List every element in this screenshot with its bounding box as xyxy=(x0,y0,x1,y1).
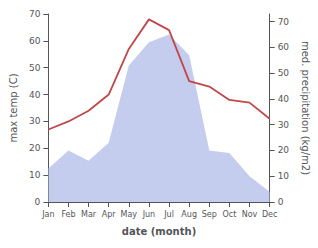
svg-text:20: 20 xyxy=(278,145,290,155)
svg-text:May: May xyxy=(121,210,138,219)
svg-text:40: 40 xyxy=(278,94,290,104)
svg-text:med. precipitation (kg/m2): med. precipitation (kg/m2) xyxy=(300,41,311,175)
svg-text:Jan: Jan xyxy=(41,210,54,219)
svg-text:Dec: Dec xyxy=(262,210,277,219)
svg-text:60: 60 xyxy=(278,42,290,52)
svg-text:Feb: Feb xyxy=(61,210,75,219)
svg-text:max temp (C): max temp (C) xyxy=(8,73,19,142)
svg-text:Apr: Apr xyxy=(102,210,117,219)
svg-text:60: 60 xyxy=(29,36,41,46)
svg-text:Aug: Aug xyxy=(181,210,197,219)
svg-text:Nov: Nov xyxy=(242,210,258,219)
svg-text:40: 40 xyxy=(29,90,41,100)
svg-text:0: 0 xyxy=(278,197,284,207)
svg-text:10: 10 xyxy=(278,171,290,181)
svg-text:70: 70 xyxy=(278,17,290,27)
svg-text:Sep: Sep xyxy=(202,210,217,219)
svg-text:50: 50 xyxy=(29,63,41,73)
svg-text:30: 30 xyxy=(278,120,290,130)
svg-text:70: 70 xyxy=(29,9,41,19)
svg-text:Jun: Jun xyxy=(142,210,156,219)
svg-text:30: 30 xyxy=(29,116,41,126)
svg-text:10: 10 xyxy=(29,170,41,180)
svg-text:Jul: Jul xyxy=(163,210,174,219)
svg-text:date (month): date (month) xyxy=(122,226,196,237)
svg-text:Mar: Mar xyxy=(81,210,97,219)
svg-text:Oct: Oct xyxy=(222,210,236,219)
svg-text:20: 20 xyxy=(29,143,41,153)
svg-text:0: 0 xyxy=(35,197,41,207)
svg-text:50: 50 xyxy=(278,68,290,78)
